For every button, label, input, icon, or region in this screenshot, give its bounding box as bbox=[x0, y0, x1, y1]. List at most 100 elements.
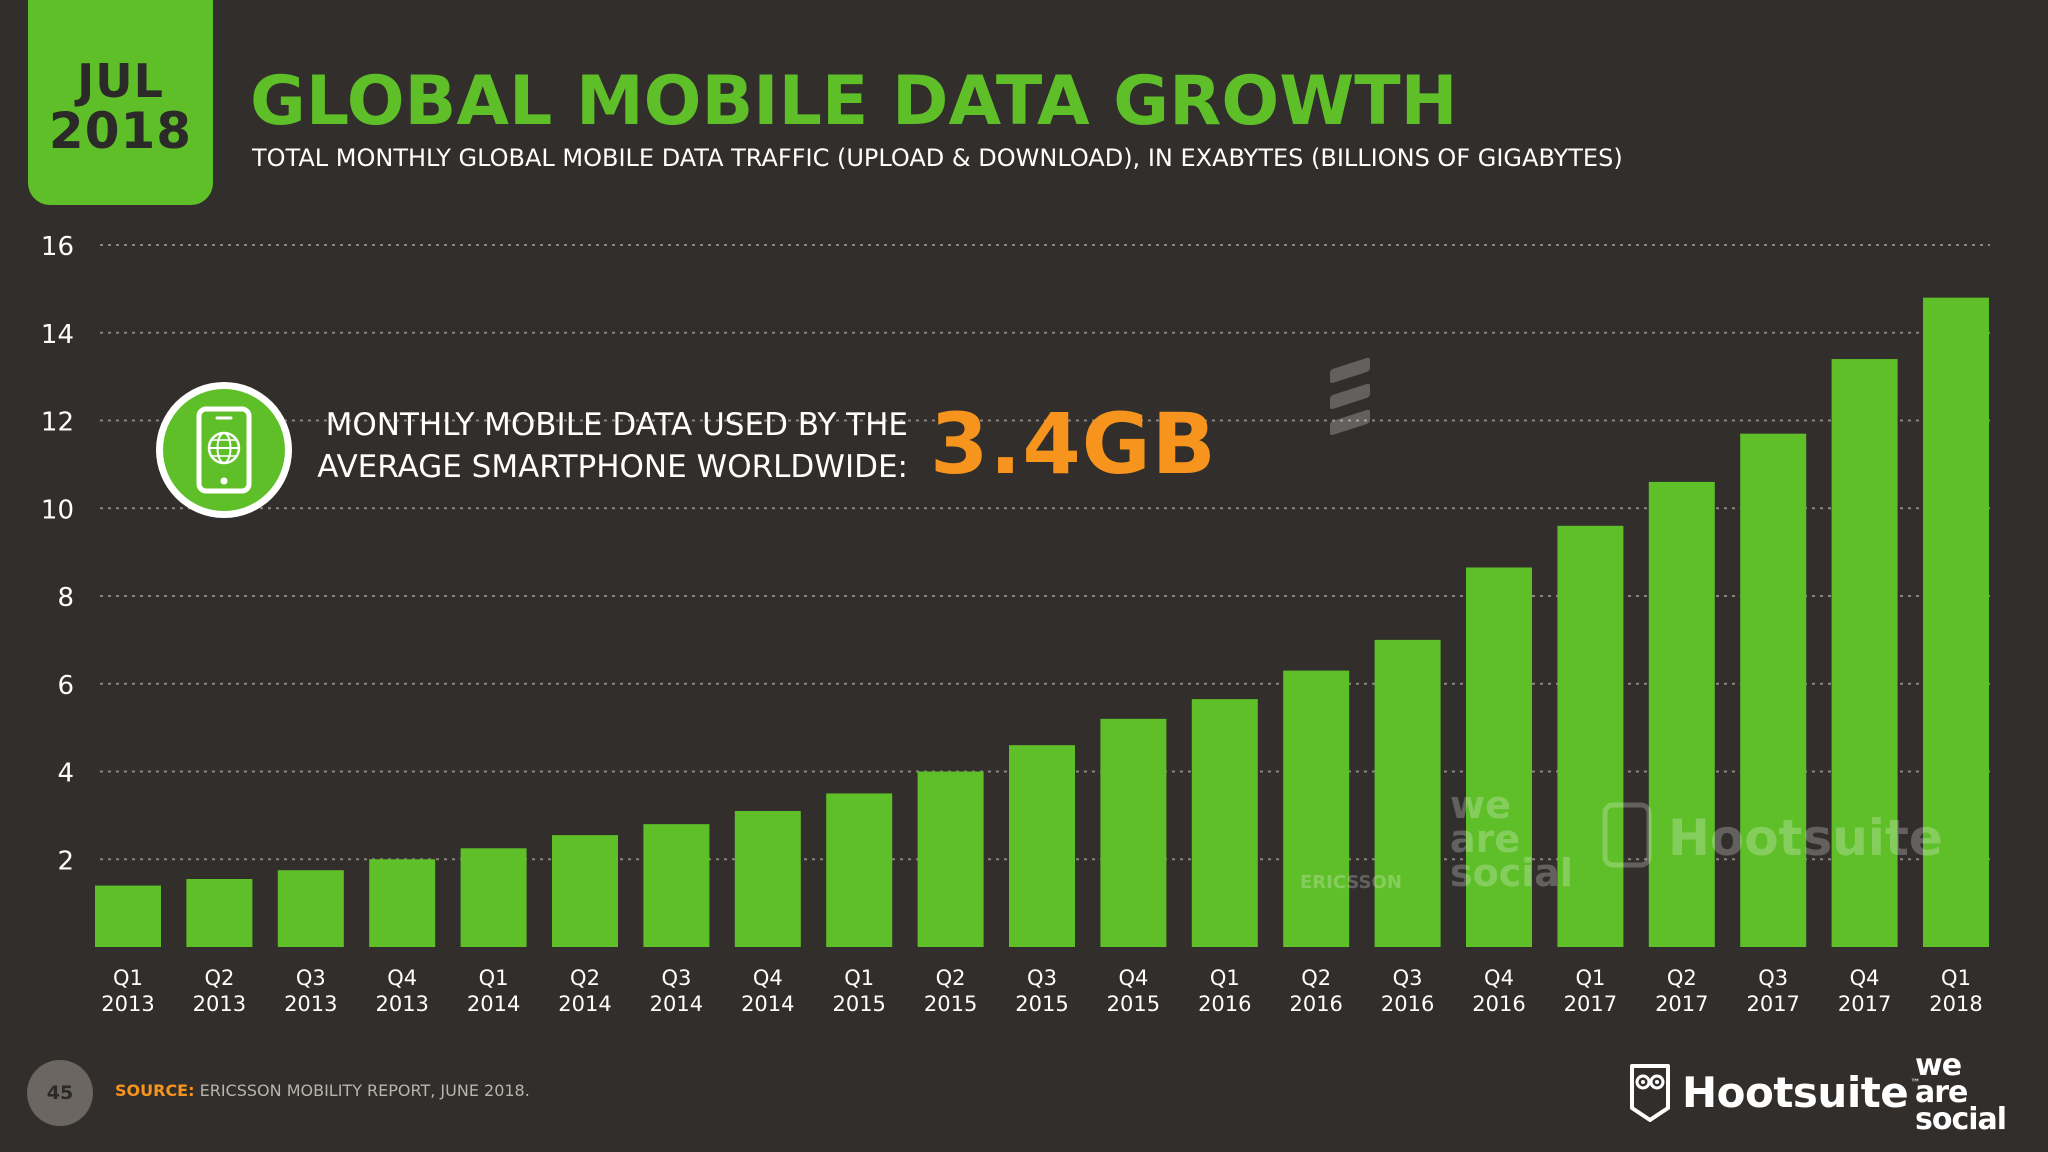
page-title: GLOBAL MOBILE DATA GROWTH bbox=[250, 62, 1458, 141]
ericsson-watermark: ERICSSON bbox=[1300, 357, 1402, 893]
x-tick-label: Q2 bbox=[936, 966, 966, 990]
x-tick-label: Q1 bbox=[1210, 966, 1240, 990]
watermark-layer: ERICSSON we are social Hootsuite bbox=[1300, 357, 1943, 895]
x-tick-label: Q2 bbox=[1301, 966, 1331, 990]
x-tick-label: Q3 bbox=[1027, 966, 1057, 990]
bar bbox=[1191, 699, 1258, 947]
x-tick-label: 2016 bbox=[1472, 992, 1525, 1016]
hootsuite-watermark-text: Hootsuite bbox=[1668, 809, 1943, 867]
bar bbox=[95, 885, 161, 947]
bar bbox=[1009, 745, 1075, 947]
x-tick-label: 2013 bbox=[284, 992, 337, 1016]
page-number: 45 bbox=[27, 1060, 93, 1126]
bar bbox=[1100, 718, 1167, 947]
bar bbox=[917, 771, 984, 947]
x-tick-label: 2016 bbox=[1381, 992, 1434, 1016]
bar bbox=[643, 824, 710, 947]
x-tick-label: 2015 bbox=[832, 992, 885, 1016]
x-tick-label: Q3 bbox=[661, 966, 691, 990]
callout-text: MONTHLY MOBILE DATA USED BY THE AVERAGE … bbox=[300, 404, 908, 488]
x-tick-label: 2016 bbox=[1198, 992, 1251, 1016]
page-subtitle: TOTAL MONTHLY GLOBAL MOBILE DATA TRAFFIC… bbox=[252, 144, 1623, 172]
y-tick-label: 4 bbox=[57, 759, 74, 789]
x-tick-label: 2015 bbox=[1015, 992, 1068, 1016]
x-tick-label: Q3 bbox=[1393, 966, 1423, 990]
x-tick-label: Q1 bbox=[1575, 966, 1605, 990]
x-tick-label: Q1 bbox=[844, 966, 874, 990]
bar bbox=[1557, 525, 1624, 947]
x-tick-label: Q4 bbox=[1850, 966, 1880, 990]
bar bbox=[369, 859, 436, 947]
x-tick-label: Q4 bbox=[1118, 966, 1148, 990]
bar bbox=[734, 810, 801, 947]
x-tick-label: Q4 bbox=[1484, 966, 1514, 990]
x-tick-label: 2013 bbox=[193, 992, 246, 1016]
was-watermark-line: we bbox=[1450, 783, 1511, 827]
x-tick-label: Q1 bbox=[113, 966, 143, 990]
bar bbox=[1283, 670, 1350, 947]
x-tick-label: 2014 bbox=[741, 992, 794, 1016]
x-tick-label: 2015 bbox=[1107, 992, 1160, 1016]
date-month: JUL bbox=[77, 54, 164, 109]
callout-line-1: MONTHLY MOBILE DATA USED BY THE bbox=[325, 407, 908, 443]
x-tick-label: Q3 bbox=[1758, 966, 1788, 990]
x-tick-label: 2014 bbox=[558, 992, 611, 1016]
bar bbox=[826, 793, 893, 947]
bar bbox=[277, 870, 344, 947]
bar bbox=[1648, 481, 1715, 947]
y-tick-label: 12 bbox=[41, 408, 74, 438]
x-tick-label: 2017 bbox=[1655, 992, 1708, 1016]
callout-badge-inner bbox=[163, 389, 285, 511]
callout-line-2: AVERAGE SMARTPHONE WORLDWIDE: bbox=[317, 449, 908, 485]
y-tick-label: 6 bbox=[57, 671, 74, 701]
x-tick-label: 2014 bbox=[650, 992, 703, 1016]
trademark-mark: ™ bbox=[1910, 1078, 1921, 1089]
x-tick-label: 2017 bbox=[1564, 992, 1617, 1016]
y-tick-label: 16 bbox=[41, 232, 74, 262]
source-text: ERICSSON MOBILITY REPORT, JUNE 2018. bbox=[199, 1081, 530, 1100]
y-tick-label: 2 bbox=[57, 846, 74, 876]
date-badge: JUL 2018 bbox=[28, 0, 213, 205]
source-label: SOURCE: bbox=[115, 1081, 195, 1100]
was-watermark-line: are bbox=[1450, 817, 1520, 861]
x-tick-label: 2017 bbox=[1746, 992, 1799, 1016]
x-tick-label: 2014 bbox=[467, 992, 520, 1016]
bar bbox=[186, 878, 253, 947]
bar bbox=[1374, 639, 1441, 947]
bar bbox=[1740, 433, 1807, 948]
we-are-social-logo: we are social bbox=[1915, 1048, 2007, 1135]
callout-value: 3.4GB bbox=[930, 395, 1217, 493]
x-tick-label: Q3 bbox=[296, 966, 326, 990]
x-tick-label: Q2 bbox=[570, 966, 600, 990]
source-note: SOURCE: ERICSSON MOBILITY REPORT, JUNE 2… bbox=[115, 1081, 530, 1100]
owl-icon bbox=[1630, 1064, 1670, 1122]
y-tick-label: 10 bbox=[41, 495, 74, 525]
x-tick-label: 2016 bbox=[1289, 992, 1342, 1016]
x-tick-label: 2013 bbox=[101, 992, 154, 1016]
ericsson-watermark-text: ERICSSON bbox=[1300, 872, 1402, 893]
hootsuite-logo: Hootsuite ™ bbox=[1628, 1062, 1920, 1122]
x-tick-label: Q2 bbox=[204, 966, 234, 990]
bar bbox=[1923, 297, 1989, 947]
bar bbox=[552, 835, 618, 947]
bar bbox=[1466, 567, 1532, 947]
x-tick-label: Q1 bbox=[479, 966, 509, 990]
hootsuite-watermark: Hootsuite bbox=[1602, 802, 1943, 868]
x-tick-label: 2018 bbox=[1929, 992, 1982, 1016]
x-tick-label: 2017 bbox=[1838, 992, 1891, 1016]
y-tick-label: 8 bbox=[57, 583, 74, 613]
y-tick-label: 14 bbox=[41, 320, 74, 350]
was-watermark: we are social bbox=[1450, 783, 1573, 895]
hootsuite-wordmark: Hootsuite bbox=[1682, 1067, 1909, 1117]
x-tick-label: 2015 bbox=[924, 992, 977, 1016]
bar bbox=[1831, 359, 1898, 947]
date-year: 2018 bbox=[48, 102, 193, 161]
was-watermark-line: social bbox=[1450, 851, 1573, 895]
x-tick-label: Q4 bbox=[387, 966, 417, 990]
was-logo-line: are bbox=[1915, 1075, 1968, 1110]
was-logo-line: we bbox=[1915, 1048, 1962, 1083]
smartphone-globe-icon bbox=[196, 406, 252, 494]
x-tick-label: Q4 bbox=[753, 966, 783, 990]
x-tick-label: Q1 bbox=[1941, 966, 1971, 990]
